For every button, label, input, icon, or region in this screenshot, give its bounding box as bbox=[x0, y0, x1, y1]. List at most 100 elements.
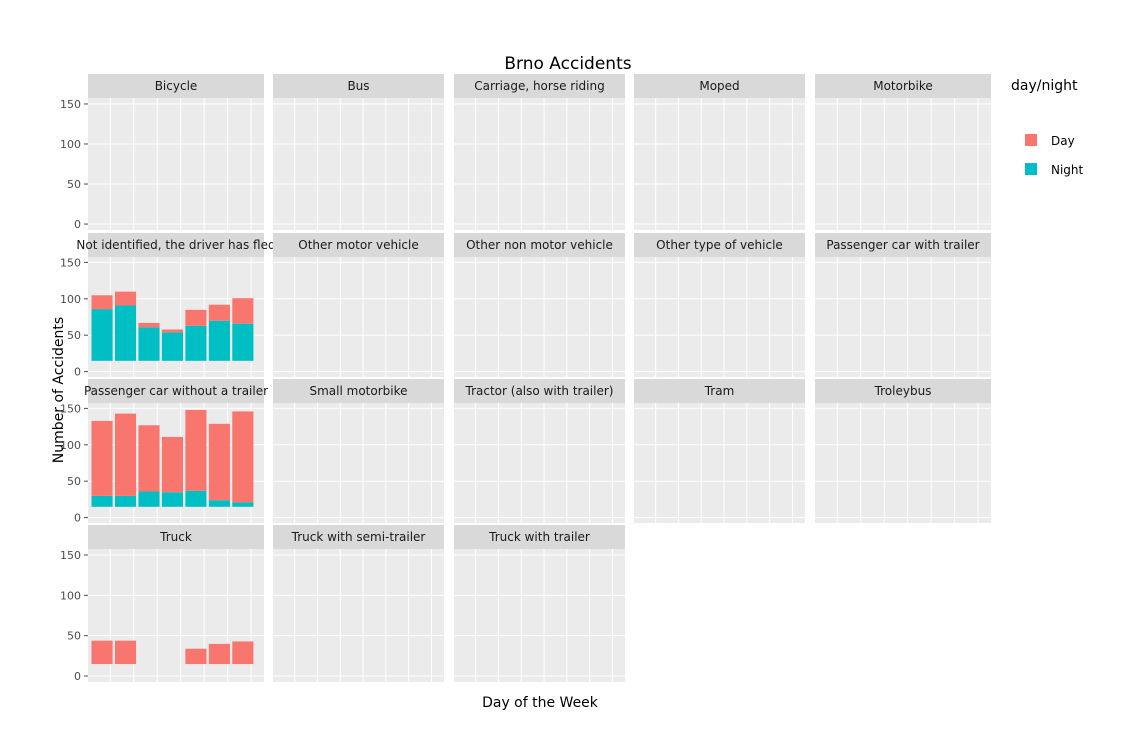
facet-label: Moped bbox=[699, 79, 739, 93]
facet-label: Truck with trailer bbox=[488, 530, 590, 544]
facet-label: Other non motor vehicle bbox=[466, 238, 613, 252]
facet-label: Bus bbox=[347, 79, 369, 93]
y-tick-label: 0 bbox=[74, 366, 81, 379]
bar-day bbox=[208, 423, 230, 501]
y-tick-label: 50 bbox=[67, 475, 81, 488]
y-tick-label: 150 bbox=[60, 256, 81, 269]
facet-label: Motorbike bbox=[873, 79, 933, 93]
bar-day bbox=[232, 411, 254, 503]
bar-night bbox=[114, 305, 137, 361]
facet-strip bbox=[815, 233, 991, 257]
facet-label: Truck with semi-trailer bbox=[291, 530, 426, 544]
y-tick-label: 100 bbox=[60, 293, 81, 306]
bar-day bbox=[138, 322, 160, 328]
facet-panel: Tractor (also with trailer) bbox=[454, 379, 625, 523]
bar-night bbox=[161, 492, 184, 507]
facet-strip bbox=[88, 379, 264, 403]
facet-strip bbox=[454, 74, 625, 98]
facet-panel: Other non motor vehicle bbox=[454, 233, 625, 377]
facet-panel: Other type of vehicle bbox=[634, 233, 805, 377]
bar-night bbox=[91, 495, 113, 507]
facet-strip bbox=[634, 379, 805, 403]
facet-strip bbox=[454, 233, 625, 257]
facet-panel: Bus bbox=[273, 74, 444, 230]
facet-panel: Tram bbox=[634, 379, 805, 523]
facet-strip bbox=[815, 379, 991, 403]
y-tick-label: 100 bbox=[60, 138, 81, 151]
facet-panel: Truck 0 50 100 150 bbox=[60, 525, 264, 683]
bar-day bbox=[91, 420, 113, 496]
facet-panel: Carriage, horse riding bbox=[454, 74, 625, 230]
legend-title: day/night bbox=[1011, 78, 1078, 94]
facet-strip bbox=[454, 379, 625, 403]
y-tick-label: 50 bbox=[67, 178, 81, 191]
bar-day bbox=[114, 291, 137, 306]
panel-background bbox=[454, 98, 625, 230]
panel-background bbox=[273, 549, 444, 682]
bar-night bbox=[185, 325, 207, 361]
bar-day bbox=[91, 640, 113, 665]
panel-background bbox=[634, 403, 805, 523]
legend-label: Day bbox=[1051, 134, 1075, 148]
panel-background bbox=[454, 403, 625, 523]
facet-strip bbox=[634, 74, 805, 98]
facet-label: Bicycle bbox=[155, 79, 198, 93]
bar-day bbox=[232, 298, 254, 324]
facet-panel: Other motor vehicle bbox=[273, 233, 444, 377]
legend: day/night Day Night bbox=[1011, 78, 1084, 177]
facet-panel: Troleybus bbox=[815, 379, 991, 523]
y-tick-label: 50 bbox=[67, 630, 81, 643]
bar-day bbox=[208, 304, 230, 321]
facet-strip bbox=[273, 525, 444, 549]
x-axis-title: Day of the Week bbox=[482, 695, 599, 711]
facet-panel: Bicycle 0 50 100 150 bbox=[60, 74, 264, 231]
facet-panel: Truck with trailer bbox=[454, 525, 625, 682]
bar-day bbox=[138, 425, 160, 492]
bar-day bbox=[232, 641, 254, 665]
bar-day bbox=[91, 295, 113, 310]
facet-strip bbox=[273, 74, 444, 98]
bar-night bbox=[185, 490, 207, 507]
facet-strip bbox=[273, 379, 444, 403]
panel-background bbox=[634, 98, 805, 230]
panel-background bbox=[454, 549, 625, 682]
y-tick-label: 0 bbox=[74, 512, 81, 525]
y-tick-label: 50 bbox=[67, 329, 81, 342]
legend-swatch bbox=[1025, 163, 1037, 175]
panel-background bbox=[454, 257, 625, 377]
facet-label: Small motorbike bbox=[309, 384, 407, 398]
bar-night bbox=[161, 332, 184, 361]
bar-day bbox=[185, 309, 207, 326]
y-tick-label: 150 bbox=[60, 402, 81, 415]
y-axis-title: Number of Accidents bbox=[51, 317, 67, 463]
panel-background bbox=[634, 257, 805, 377]
facet-panel: Not identified, the driver has fled 0 50 10… bbox=[60, 233, 276, 379]
bar-night bbox=[232, 502, 254, 507]
facet-panel: Motorbike bbox=[815, 74, 991, 230]
panel-background bbox=[815, 98, 991, 230]
facet-label: Other type of vehicle bbox=[656, 238, 783, 252]
legend-swatch bbox=[1025, 134, 1037, 146]
facet-panel: Moped bbox=[634, 74, 805, 230]
bar-day bbox=[114, 413, 137, 496]
facet-label: Tram bbox=[704, 384, 735, 398]
facet-label: Tractor (also with trailer) bbox=[465, 384, 614, 398]
panel-background bbox=[815, 257, 991, 377]
bar-night bbox=[208, 320, 230, 361]
facet-strip bbox=[88, 233, 264, 257]
bar-night bbox=[138, 327, 160, 361]
bar-night bbox=[91, 309, 113, 361]
legend-label: Night bbox=[1051, 163, 1084, 177]
y-tick-label: 100 bbox=[60, 439, 81, 452]
facet-panel: Passenger car without a trailer 0 50 100 150 bbox=[60, 379, 268, 525]
panel-background bbox=[88, 98, 264, 230]
facet-strip bbox=[634, 233, 805, 257]
chart-title: Brno Accidents bbox=[504, 54, 631, 74]
bar-night bbox=[114, 495, 137, 507]
panel-background bbox=[273, 257, 444, 377]
facet-strip bbox=[273, 233, 444, 257]
facet-panel: Passenger car with trailer bbox=[815, 233, 991, 377]
facet-label: Passenger car without a trailer bbox=[84, 384, 268, 398]
legend-items: Day Night bbox=[1025, 134, 1084, 177]
